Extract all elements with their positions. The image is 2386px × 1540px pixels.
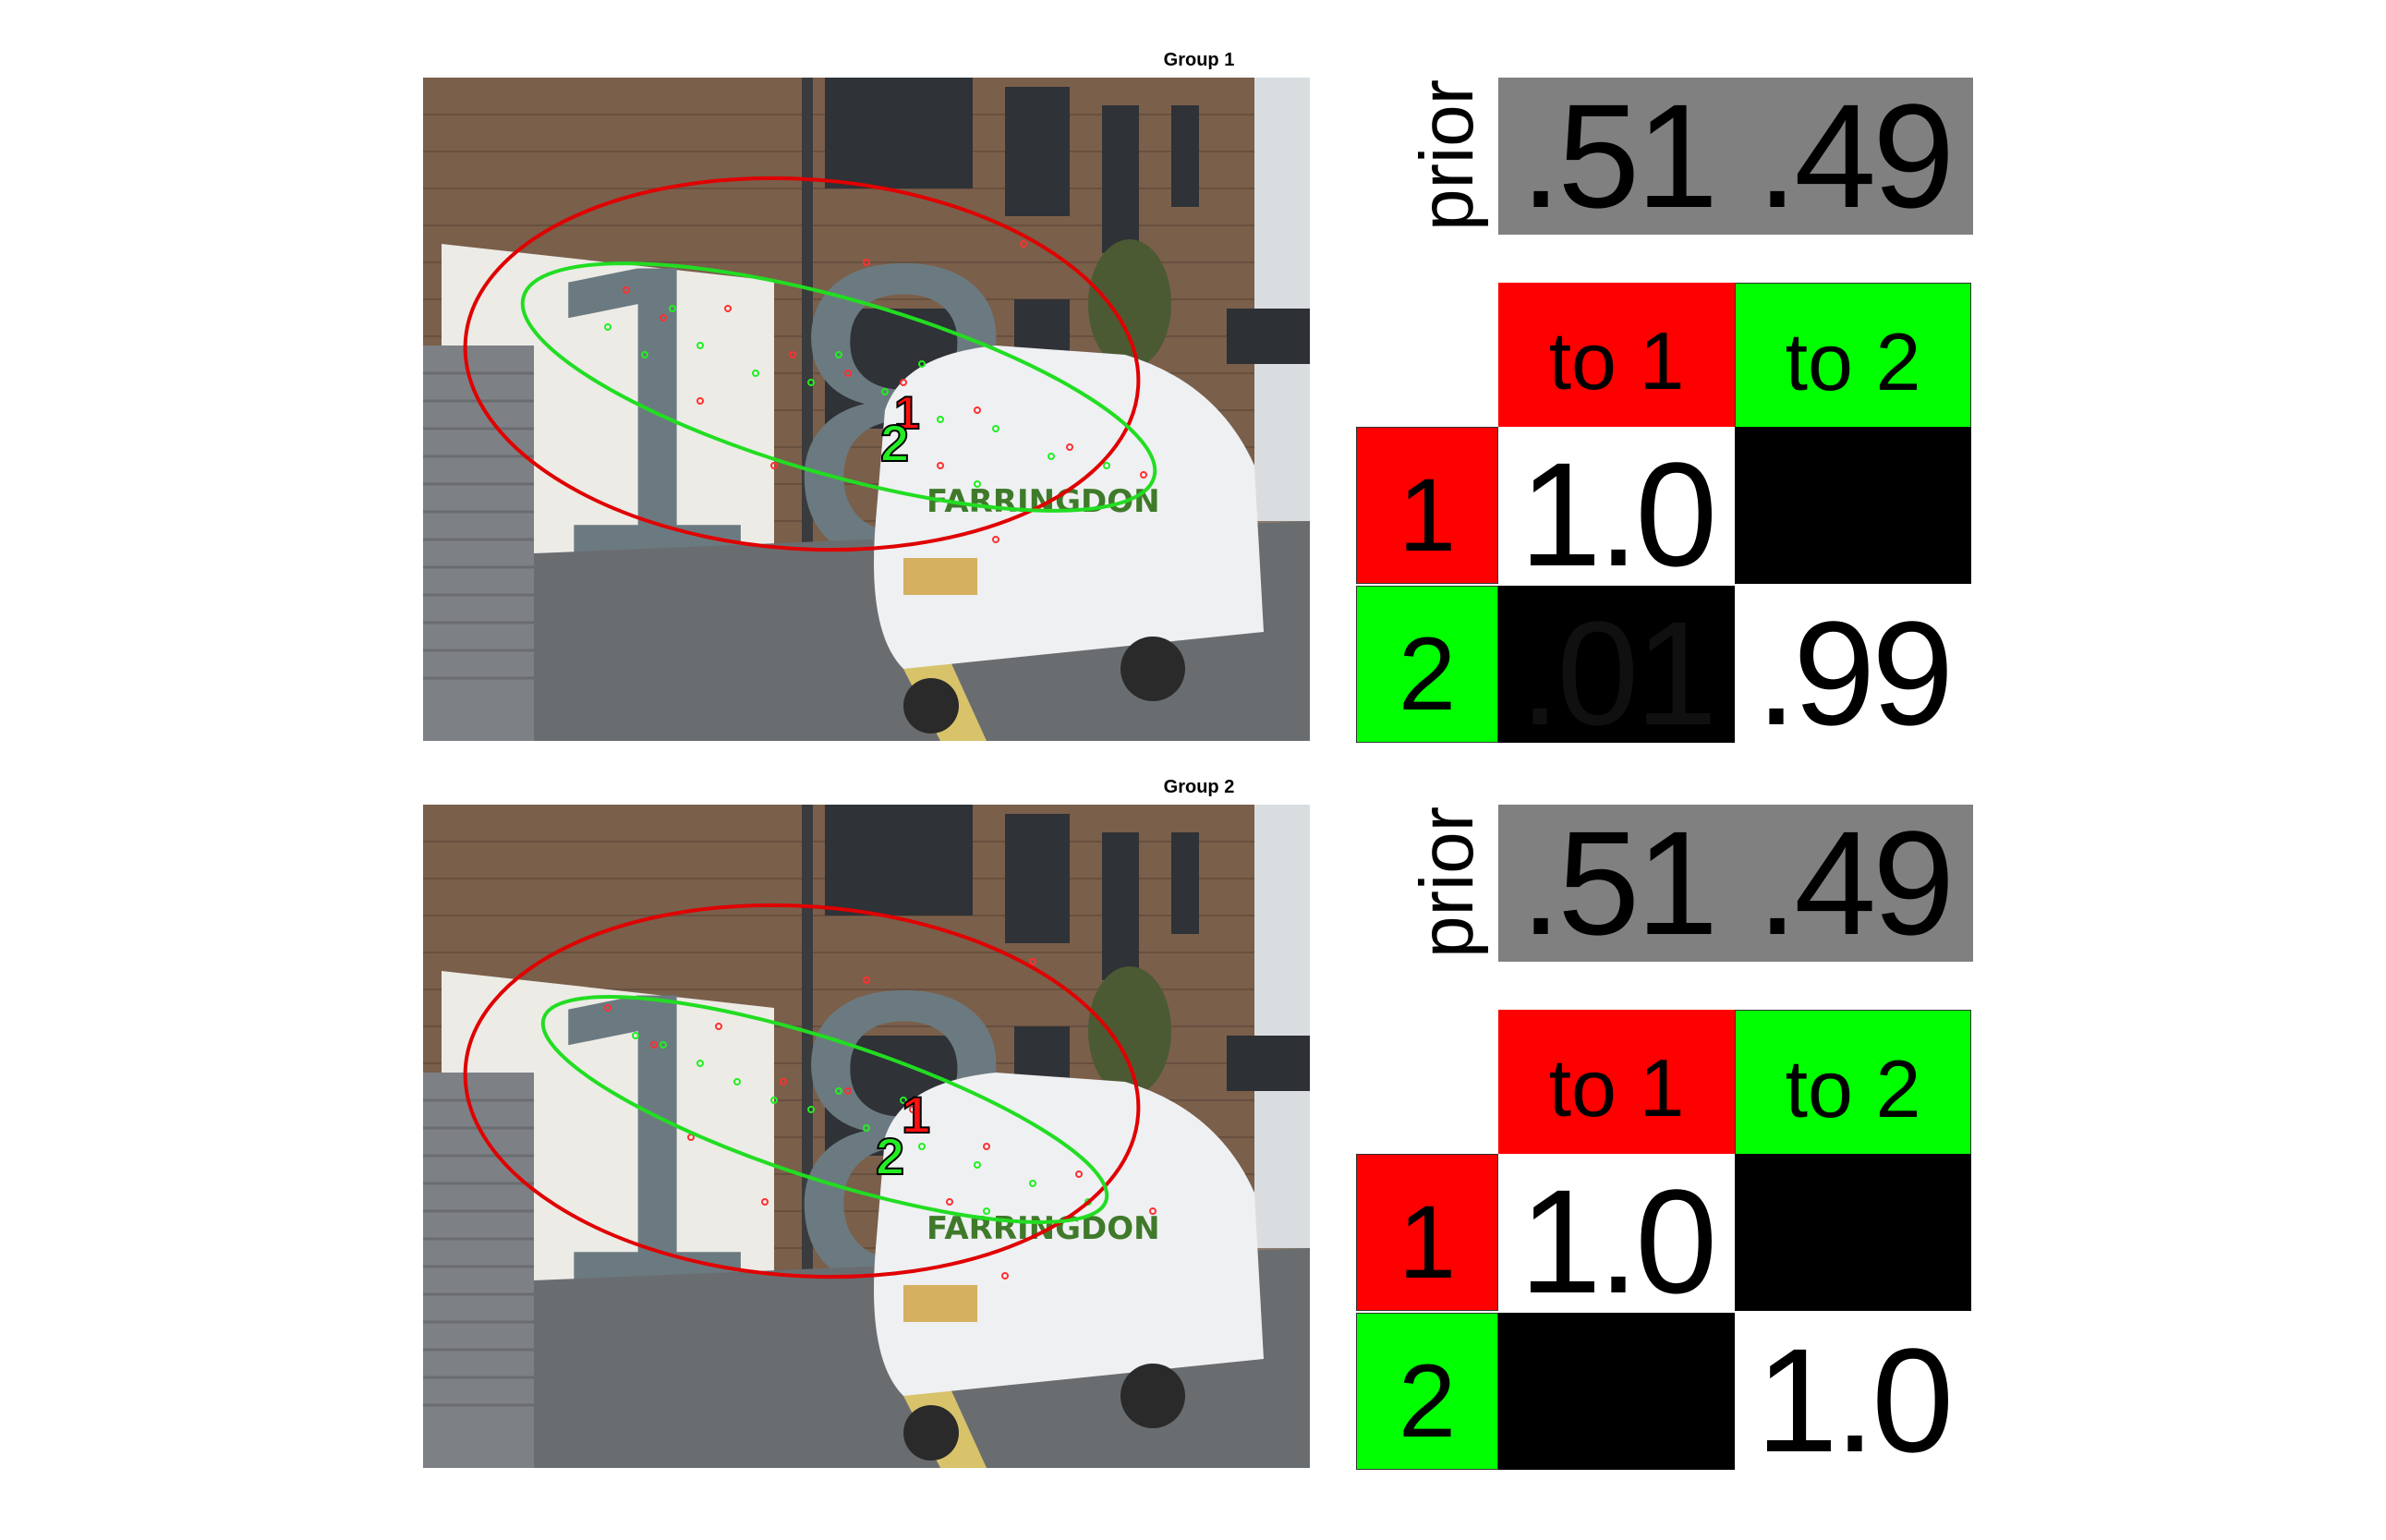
prior-label: prior — [1405, 79, 1489, 232]
matrix-cell-1-1: 1.0 — [1498, 1154, 1735, 1311]
group-title: Group 2 — [1163, 777, 1235, 797]
prior-value-2: .49 — [1735, 805, 1973, 962]
scene-image: 18 FARRINGDON — [423, 78, 1310, 741]
matrix-cell-2-2: 1.0 — [1735, 1313, 1971, 1470]
matrix-cell-1-1: 1.0 — [1498, 427, 1735, 584]
state-2-ellipse — [540, 995, 1109, 1224]
state-2-ellipse — [520, 261, 1157, 513]
state-1-marker: 1 — [894, 387, 920, 439]
scene-image: 18 FARRINGDON — [423, 805, 1310, 1468]
group-title: Group 1 — [1163, 50, 1235, 70]
state-1-marker: 1 — [902, 1085, 930, 1144]
matrix-cell-2-2: .99 — [1735, 586, 1971, 743]
col-header-to-2: to 2 — [1735, 283, 1971, 440]
prior-value-2: .49 — [1735, 78, 1973, 235]
state-1-ellipse — [463, 176, 1141, 552]
street-scene: 18 FARRINGDON — [423, 805, 1310, 1468]
prior-label: prior — [1405, 806, 1489, 959]
matrix-cell-1-2 — [1735, 427, 1971, 584]
street-scene: 18 FARRINGDON — [423, 78, 1310, 741]
row-label-2: 2 — [1356, 1313, 1498, 1470]
row-label-2: 2 — [1356, 586, 1498, 743]
row-label-1: 1 — [1356, 427, 1498, 584]
state-2-marker: 2 — [880, 414, 909, 472]
col-header-to-1: to 1 — [1498, 283, 1735, 440]
state-1-ellipse — [463, 903, 1141, 1279]
prior-value-1: .51 — [1498, 805, 1737, 962]
prior-value-1: .51 — [1498, 78, 1737, 235]
matrix-cell-1-2 — [1735, 1154, 1971, 1311]
col-header-to-1: to 1 — [1498, 1010, 1735, 1167]
col-header-to-2: to 2 — [1735, 1010, 1971, 1167]
state-2-marker: 2 — [876, 1127, 904, 1185]
matrix-cell-2-1: .01 — [1498, 586, 1735, 743]
matrix-cell-2-1 — [1498, 1313, 1735, 1470]
row-label-1: 1 — [1356, 1154, 1498, 1311]
